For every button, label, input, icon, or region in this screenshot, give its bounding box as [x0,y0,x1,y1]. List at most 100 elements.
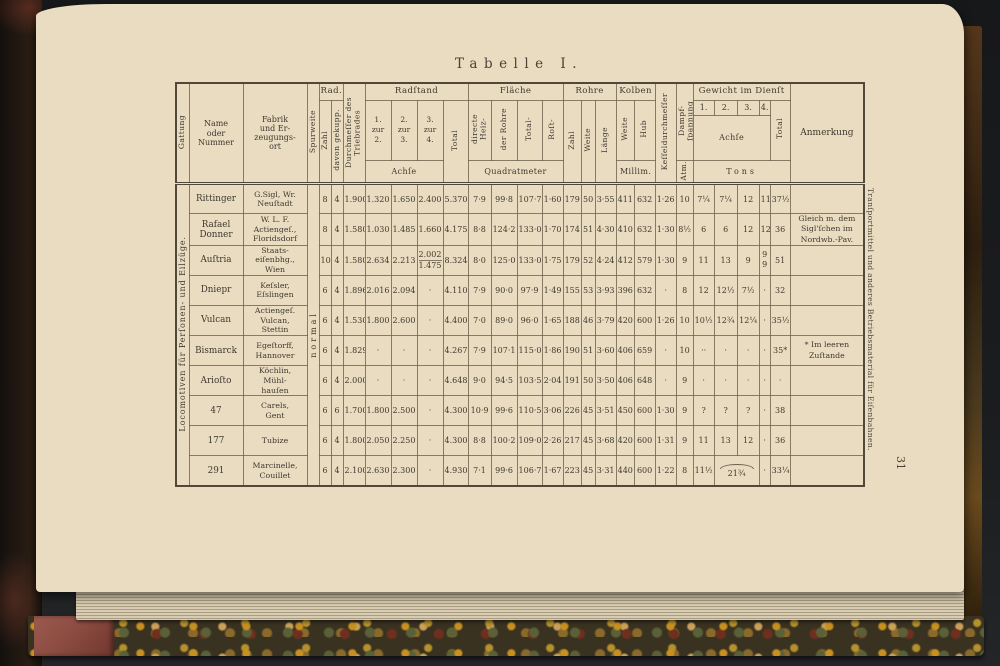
cell-rtotal: 4.400 [442,304,469,337]
cell-text: · [664,346,667,356]
cell-text: 7½ [741,285,755,295]
cell-text: Dniepr [200,285,232,296]
cell-text: 103·5 [518,376,542,386]
cell-text: 2.000 [344,376,365,386]
cell-text: 9·0 [473,376,486,386]
header-dampfspannung: Dampf- ſpannung [675,82,694,161]
cell-durchmesser: 1.700 [342,395,366,427]
cell-text: 3·93 [596,285,615,295]
cell-text: 46 [583,315,594,325]
cell-ftotal: 109·0 [516,425,543,457]
cell-rzahl: 179 [562,244,582,276]
cell-text: 33¼ [771,466,790,476]
cell-text: 1·30 [656,225,675,234]
table-row: Locomotiven für Perſonen- und Eilzüge. Ri… [175,182,865,487]
cell-text: 7·9 [473,285,486,295]
cell-text: 8·8 [473,225,486,234]
cell-fabrik: Köchlin, Mühl- hauſen [242,365,308,397]
cell-fabrik: Tubize [242,425,308,457]
cell-a4: · [758,365,771,397]
cell-rlaenge: 3·79 [594,304,617,337]
header-axle1: 1. [692,99,715,116]
cell-name: Vulcan [188,304,244,337]
cell-text: 10 [320,255,331,265]
cell-r12: 2.016 [364,274,392,306]
cell-r23: 2.213 [390,244,418,276]
cell-name: Rittinger [188,182,244,215]
cell-text: 8·8 [473,436,486,446]
cell-text: W. L. F. Actiengeſ., Floridsdorf [252,214,298,244]
cell-gtotal: · [769,365,791,397]
cell-fabrik: Staats- eiſenbhg., Wien [242,244,308,276]
cell-zahl: 6 [318,274,332,306]
cell-text: 109·0 [518,436,542,446]
cell-name: 47 [188,395,244,427]
cell-text: 1.800 [366,406,390,416]
cell-rweite: 53 [580,274,596,306]
header-text: Total [774,118,784,140]
cell-gekuppelt: 4 [330,455,344,487]
cell-text: 1·31 [656,436,675,446]
header-zahl-rohre: Zahl [562,99,582,185]
cell-a3: 12 [736,425,760,457]
cell-fabrik: Actiengeſ. Vulcan, Stettin [242,304,308,337]
cell-durchmesser: 1.829 [342,335,366,367]
cell-text: 4 [334,466,340,476]
cell-text: 11½ [694,466,713,476]
cell-text: 411 [617,194,633,204]
cell-text: 2.600 [392,315,416,325]
table-body: Locomotiven für Perſonen- und Eilzüge. Ri… [175,182,865,487]
cell-kessel: 1·30 [654,395,677,427]
cell-text: · [724,346,727,356]
cell-fabrik: Carels, Gent [242,395,308,427]
cell-text: 4.300 [444,436,468,446]
cell-fabrik: Marcinelle, Couillet [242,455,308,487]
cell-durchmesser: 1.900 [342,182,366,215]
cell-text: 406 [617,376,633,386]
cell-gekuppelt: 4 [330,213,344,246]
cell-r23: 2.300 [390,455,418,487]
cell-text: 579 [636,255,653,265]
cell-rost: 3·06 [541,395,564,427]
cell-anmerkung [789,395,865,427]
cell-fabrik: Keſsler, Eſslingen [242,274,308,306]
header-rost: Roſt- [541,99,564,161]
cell-text: 1·30 [656,255,675,265]
cell-rweite: 51 [580,213,596,246]
cell-rweite: 51 [580,335,596,367]
cell-a3: · [736,365,760,397]
cell-text: 9 [762,250,768,260]
cell-text: 4 [334,194,340,204]
cell-text: 7·0 [473,315,486,325]
cell-text: 4.267 [444,346,468,356]
cell-a2: 6 [713,213,738,246]
header-zur34: 3. zur 4. [416,99,444,161]
header-weite-kolben: Weite [615,99,635,161]
cell-a3: ? [736,395,760,427]
cell-text: 10 [679,346,690,356]
cell-text: 8 [322,225,328,234]
cell-text: Arioſto [200,375,232,386]
cell-text: 11 [698,255,709,265]
header-gattung: Gattung [175,82,190,185]
cell-zahl: 10 [318,244,332,276]
header-kesseldurchmesser: Keſſeldurchmeſſer [654,82,677,185]
cell-r12: 2.630 [364,455,392,487]
cell-zahl: 6 [318,335,332,367]
cell-atm: 8½ [675,213,694,246]
cell-hub: 579 [633,244,656,276]
cell-hub: 632 [633,213,656,246]
cell-text: 659 [636,346,653,356]
gauge-label: normal [308,310,318,358]
cell-text: 6 [322,376,328,386]
cell-rtotal: 4.110 [442,274,469,306]
cell-text: 21¾ [727,469,746,479]
cell-a1: 6 [692,213,715,246]
cell-r23: 2.094 [390,274,418,306]
cell-r23: 2.250 [390,425,418,457]
cell-r12: 1.030 [364,213,392,246]
page-stack-edge [76,589,964,620]
cell-text: 4 [334,255,340,265]
cell-r34: 2.002 1.475 [416,244,444,276]
